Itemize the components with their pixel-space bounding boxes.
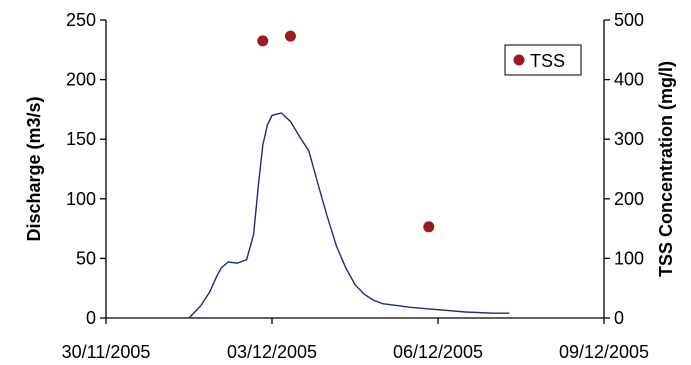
series-layer — [188, 30, 510, 319]
left-tick-label: 100 — [66, 189, 96, 209]
tss-point — [257, 35, 269, 47]
left-tick-label: 0 — [86, 308, 96, 328]
right-tick-label: 300 — [614, 129, 644, 149]
right-tick-label: 400 — [614, 70, 644, 90]
x-axis-ticks: 30/11/2005 03/12/2005 06/12/2005 09/12/2005 — [62, 318, 649, 362]
right-tick-label: 0 — [614, 308, 624, 328]
legend-label-tss: TSS — [530, 51, 565, 71]
x-tick-label: 06/12/2005 — [393, 342, 483, 362]
left-tick-label: 250 — [66, 10, 96, 30]
left-tick-label: 50 — [76, 248, 96, 268]
x-tick-label: 03/12/2005 — [227, 342, 317, 362]
right-tick-label: 500 — [614, 10, 644, 30]
right-axis-title: TSS Concentration (mg/l) — [656, 61, 676, 277]
x-tick-label: 30/11/2005 — [62, 342, 151, 362]
left-tick-label: 200 — [66, 70, 96, 90]
legend-marker-tss — [513, 54, 525, 66]
right-axis-ticks: 0 100 200 300 400 500 — [604, 10, 644, 328]
right-tick-label: 100 — [614, 248, 644, 268]
left-axis-ticks: 0 50 100 150 200 250 — [66, 10, 106, 328]
left-axis-title: Discharge (m3/s) — [24, 96, 44, 241]
x-tick-label: 09/12/2005 — [559, 342, 649, 362]
discharge-line — [188, 112, 510, 319]
legend: TSS — [504, 44, 582, 76]
right-tick-label: 200 — [614, 189, 644, 209]
tss-point — [423, 221, 435, 233]
left-tick-label: 150 — [66, 129, 96, 149]
tss-point — [284, 30, 296, 42]
